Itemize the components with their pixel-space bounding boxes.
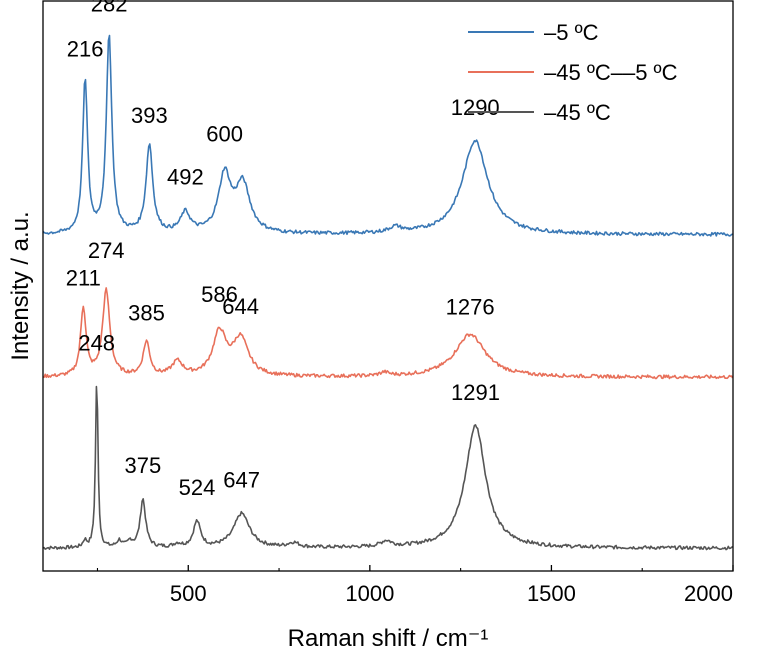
peak-label-2-5: 1290 [451, 95, 500, 120]
peak-label-2-4: 600 [206, 122, 243, 147]
peak-label-2-0: 216 [67, 36, 104, 61]
peak-label-1-2: 385 [128, 300, 165, 325]
peak-label-0-3: 647 [223, 468, 260, 493]
legend-label-0: –5 ºC [544, 20, 599, 45]
peak-label-1-5: 1276 [446, 294, 495, 319]
peak-label-2-2: 393 [131, 103, 168, 128]
peak-label-1-3: 586 [201, 282, 238, 307]
x-tick-label-1000: 1000 [345, 581, 394, 606]
peak-label-0-0: 248 [78, 331, 115, 356]
series-line-1 [42, 287, 734, 380]
peak-label-1-1: 274 [88, 238, 125, 263]
x-tick-1000: 1000 [345, 565, 394, 606]
peak-label-0-1: 375 [125, 453, 162, 478]
legend-item-1: –45 ºC––5 ºC [468, 60, 678, 85]
x-tick-2000: 2000 [684, 565, 734, 606]
peak-label-2-3: 492 [167, 164, 204, 189]
legend-item-2: –45 ºC [468, 100, 611, 125]
legend-item-0: –5 ºC [468, 20, 599, 45]
x-tick-1500: 1500 [527, 565, 576, 606]
x-tick-500: 500 [170, 565, 207, 606]
x-axis-label: Raman shift / cm⁻¹ [288, 625, 489, 652]
peak-label-1-4: 644 [222, 294, 259, 319]
x-axis: 500 1000 1500 2000 [96, 565, 734, 606]
peak-label-0-2: 524 [179, 475, 216, 500]
legend-label-1: –45 ºC––5 ºC [544, 60, 678, 85]
x-tick-label-2000: 2000 [684, 581, 733, 606]
x-tick-label-1500: 1500 [527, 581, 576, 606]
series-line-0 [42, 385, 734, 551]
peak-label-0-4: 1291 [451, 380, 500, 405]
legend-label-2: –45 ºC [544, 100, 611, 125]
y-axis-label: Intensity / a.u. [7, 211, 34, 360]
series-group [42, 34, 734, 551]
legend: –5 ºC –45 ºC––5 ºC –45 ºC [468, 20, 678, 125]
peak-label-2-1: 282 [91, 0, 128, 17]
series-line-2 [42, 34, 733, 237]
peak-label-1-0: 211 [66, 265, 101, 290]
plot-frame [42, 0, 734, 572]
x-tick-label-500: 500 [170, 581, 207, 606]
